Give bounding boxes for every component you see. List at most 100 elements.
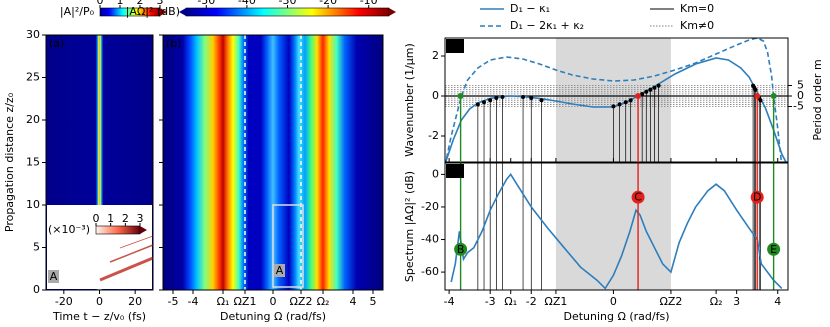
x-tick-label: -5 xyxy=(168,295,179,308)
inset-label-box xyxy=(48,270,59,283)
legend-label: Km=0 xyxy=(680,2,714,15)
panel-label-box xyxy=(446,39,464,53)
dispersion-curve xyxy=(445,38,783,162)
panel-label: (d) xyxy=(447,165,463,178)
y-tick-label: 2 xyxy=(432,49,439,62)
legend-label: Km≠0 xyxy=(680,19,714,32)
inset xyxy=(47,205,152,289)
x-tick-label: 0 xyxy=(270,295,277,308)
x-tick-label: -2 xyxy=(526,295,537,308)
inset-streak xyxy=(109,244,154,263)
zero-dispersion-band xyxy=(555,163,671,290)
x-tick-label: Ω₂ xyxy=(710,295,723,308)
x-tick-label: Ω₁ xyxy=(217,295,230,308)
resonance-point xyxy=(482,100,487,105)
resonance-point xyxy=(611,104,616,109)
x-tick-label: -20 xyxy=(55,295,73,308)
x-tick-label: 5 xyxy=(370,295,377,308)
inset-streak xyxy=(99,256,154,282)
colorbar-extend xyxy=(389,8,396,16)
colorbar-tick-label: -40 xyxy=(238,0,256,7)
resonance-point xyxy=(623,100,628,105)
x-tick-label: Ω₂ xyxy=(317,295,330,308)
marker-label: E xyxy=(770,243,777,256)
inset-frame xyxy=(272,204,304,288)
panel-label: (c) xyxy=(448,40,463,53)
spectrum-curve xyxy=(450,173,783,290)
x-tick-label: -4 xyxy=(444,295,455,308)
x-tick-label: ΩZ1 xyxy=(544,295,567,308)
x-tick-label: ΩZ1 xyxy=(234,295,257,308)
x-tick-label: ΩZ2 xyxy=(659,295,682,308)
marker xyxy=(631,190,645,204)
colorbar-extend xyxy=(179,8,186,16)
x-axis-label: Time t − z/v₀ (fs) xyxy=(52,310,146,323)
y-tick-label: 0 xyxy=(432,89,439,102)
legend-label: D₁ − 2κ₁ + κ₂ xyxy=(510,19,584,32)
y-axis-label: Spectrum |AΩ|² (dB) xyxy=(403,171,416,282)
marker-dot xyxy=(457,93,464,99)
x-tick-label: 3 xyxy=(733,295,740,308)
resonance-point xyxy=(494,96,499,100)
colorbar-tick-label: 1 xyxy=(117,0,124,7)
inset-label: A xyxy=(50,270,58,283)
resonance-point xyxy=(652,85,657,90)
resonance-point xyxy=(644,89,649,94)
y2-tick-label: 0 xyxy=(797,89,804,102)
panel-label: (a) xyxy=(49,37,64,50)
y-tick-label: -2 xyxy=(428,129,439,142)
x-tick-label: -4 xyxy=(188,295,199,308)
resonance-point xyxy=(628,98,633,103)
inset-label: A xyxy=(276,264,284,277)
marker-dot xyxy=(754,93,761,99)
resonance-point xyxy=(500,95,505,99)
resonance-point xyxy=(521,95,526,99)
y-tick-label: 0 xyxy=(432,167,439,180)
x-tick-label: 0 xyxy=(610,295,617,308)
plot-area xyxy=(450,163,783,290)
colorbar xyxy=(185,7,390,17)
marker-label: D xyxy=(753,191,761,204)
marker-dot xyxy=(770,93,777,99)
colorbar-tick-label: -20 xyxy=(319,0,337,7)
marker xyxy=(454,242,468,256)
colorbar-tick-label: -10 xyxy=(360,0,378,7)
y-tick-label: -20 xyxy=(421,200,439,213)
colorbar-tick-label: 2 xyxy=(137,0,144,7)
x-axis-label: Detuning Ω (rad/fs) xyxy=(563,310,669,323)
marker-dot xyxy=(635,93,642,99)
colorbar-tick-label: 3 xyxy=(137,212,144,225)
colorbar-tick-label: 1 xyxy=(107,212,114,225)
inset-label-box xyxy=(274,264,285,277)
x-tick-label: 4 xyxy=(774,295,781,308)
x-axis-label: Detuning Ω (rad/fs) xyxy=(220,310,326,323)
colorbar xyxy=(95,225,141,235)
colorbar-extend xyxy=(160,8,167,16)
axes-frame xyxy=(444,162,789,291)
marker xyxy=(750,190,764,204)
y-tick-label: -40 xyxy=(421,233,439,246)
inset-streak xyxy=(119,235,154,249)
y2-tick-label: -5 xyxy=(793,100,804,113)
resonance-point xyxy=(648,87,653,92)
resonance-point xyxy=(539,98,544,103)
resonance-point xyxy=(640,92,645,96)
colorbar-tick-label: 3 xyxy=(157,0,164,7)
colorbar-tick-label: -50 xyxy=(197,0,215,7)
resonance-point xyxy=(475,102,480,107)
colorbar-label: |A|²/P₀ xyxy=(60,5,95,18)
y-tick-label: 30 xyxy=(26,28,40,41)
y-tick-label: -60 xyxy=(421,265,439,278)
y-axis-label: Wavenumber (1/μm) xyxy=(403,43,416,157)
x-tick-label: 0 xyxy=(96,295,103,308)
marker-label: B xyxy=(457,243,465,256)
y-tick-label: 5 xyxy=(33,241,40,254)
y-tick-label: 10 xyxy=(26,198,40,211)
resonance-point xyxy=(656,83,661,88)
x-tick-label: 20 xyxy=(128,295,142,308)
colorbar-extend xyxy=(140,226,147,234)
x-tick-label: 4 xyxy=(350,295,357,308)
x-tick-label: -3 xyxy=(485,295,496,308)
axes-frame xyxy=(444,37,789,163)
